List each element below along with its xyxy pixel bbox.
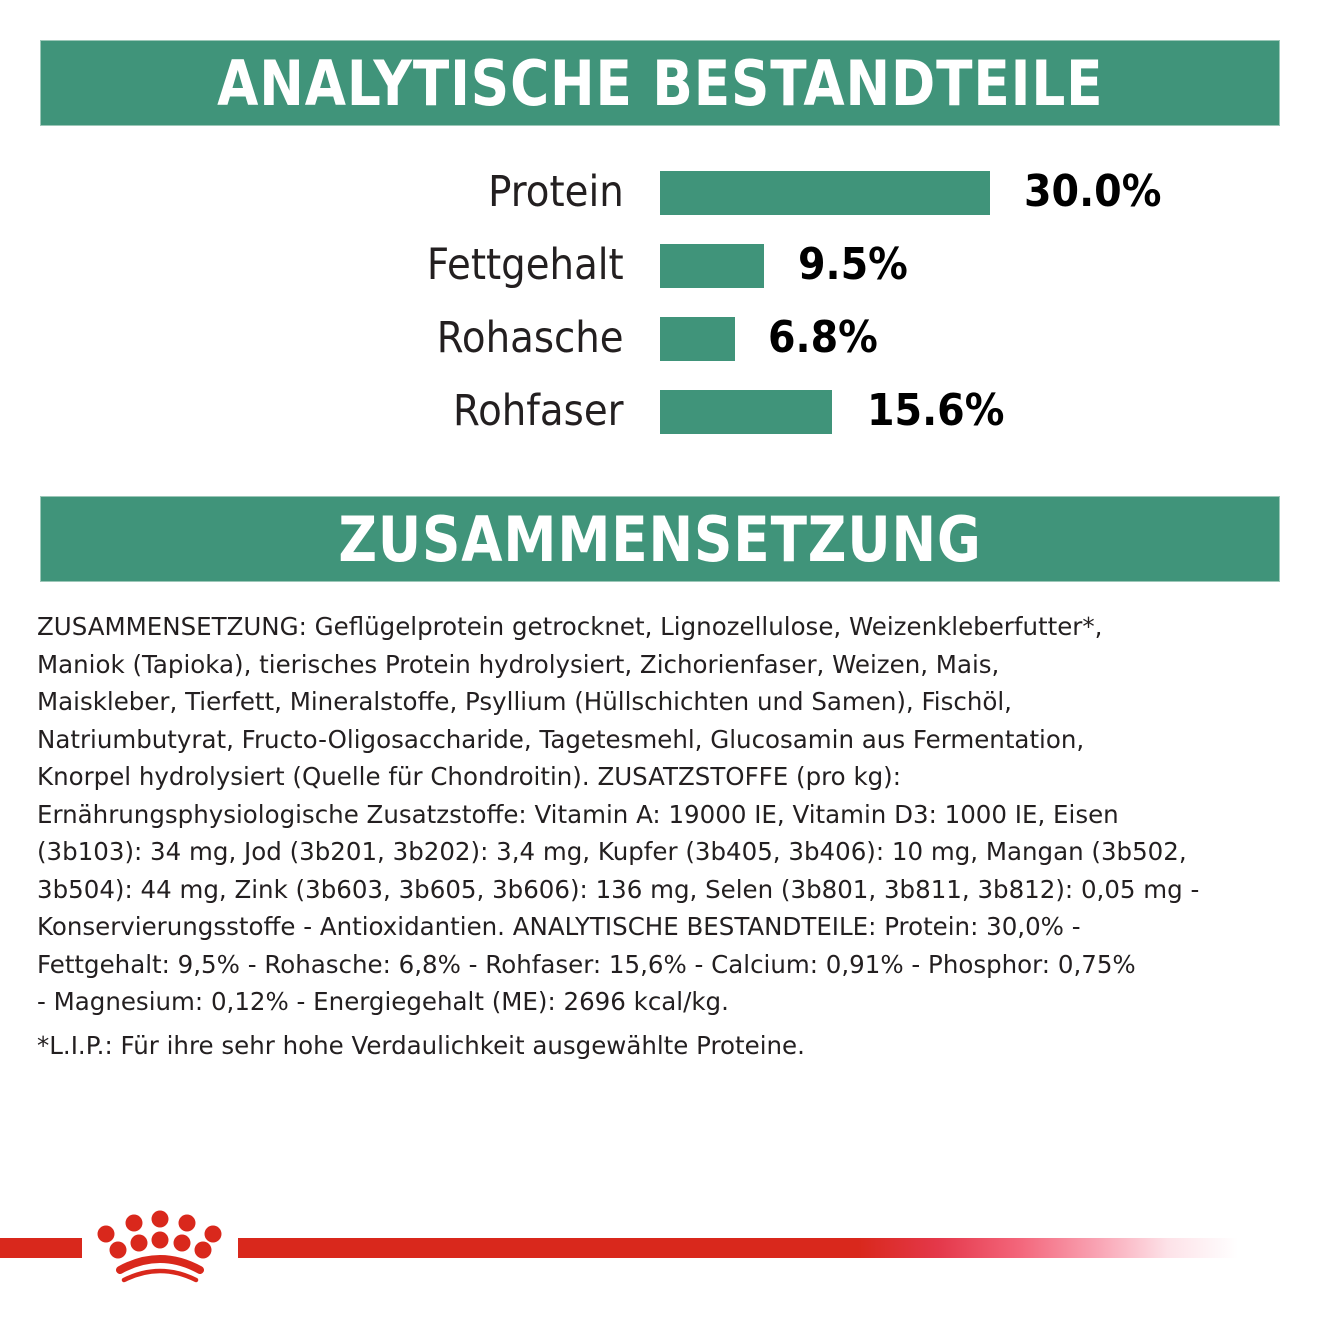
row-bar <box>660 171 990 215</box>
analysis-header-banner: ANALYTISCHE BESTANDTEILE <box>40 40 1280 126</box>
chart-row-rohasche: Rohasche 6.8% <box>0 312 1320 363</box>
row-value: 15.6% <box>867 385 1005 436</box>
row-label: Rohfaser <box>453 386 624 436</box>
royal-canin-crown-icon <box>97 1210 222 1283</box>
row-label: Rohasche <box>437 313 624 363</box>
row-label: Protein <box>488 167 624 217</box>
chart-row-rohfaser: Rohfaser 15.6% <box>0 385 1320 436</box>
chart-row-protein: Protein 30.0% <box>0 166 1320 217</box>
footer-red-bar-left <box>0 1238 82 1258</box>
chart-row-fettgehalt: Fettgehalt 9.5% <box>0 239 1320 290</box>
footnote-text: *L.I.P.: Für ihre sehr hohe Verdaulichke… <box>37 1030 805 1060</box>
row-bar <box>660 244 764 288</box>
row-bar <box>660 317 735 361</box>
row-bar <box>660 390 832 434</box>
composition-title: ZUSAMMENSETZUNG <box>338 502 982 576</box>
footer-red-bar-right <box>238 1238 1238 1258</box>
analysis-title: ANALYTISCHE BESTANDTEILE <box>216 46 1104 120</box>
composition-text: ZUSAMMENSETZUNG: Geflügelprotein getrock… <box>37 612 1200 1016</box>
row-label: Fettgehalt <box>427 240 624 290</box>
row-value: 9.5% <box>798 239 908 290</box>
nutrient-bar-chart: Protein 30.0% Fettgehalt 9.5% Rohasche 6… <box>0 160 1320 460</box>
row-value: 30.0% <box>1024 166 1162 217</box>
composition-block: ZUSAMMENSETZUNG: Geflügelprotein getrock… <box>37 608 1297 1064</box>
composition-header-banner: ZUSAMMENSETZUNG <box>40 496 1280 582</box>
row-value: 6.8% <box>768 312 878 363</box>
